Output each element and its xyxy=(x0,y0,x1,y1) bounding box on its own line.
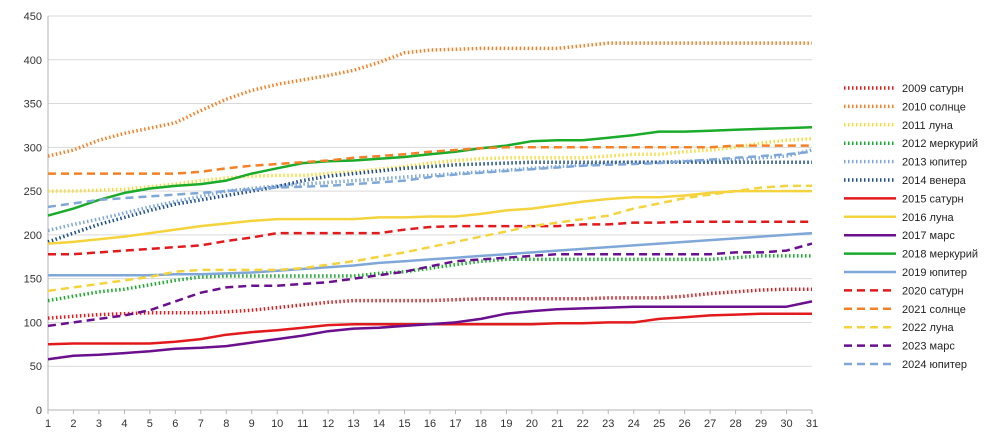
series-line-10 xyxy=(47,125,813,217)
legend-label: 2017 марс xyxy=(902,230,955,242)
series-line-12 xyxy=(48,220,812,256)
x-tick-label: 22 xyxy=(577,418,589,430)
legend-label: 2023 марс xyxy=(902,341,955,353)
y-tick-label: 100 xyxy=(24,317,42,329)
series-line-1 xyxy=(47,287,812,320)
y-tick-label: 50 xyxy=(30,361,42,373)
x-tick-label: 30 xyxy=(780,418,792,430)
series-line-16 xyxy=(47,150,813,209)
x-tick-label: 23 xyxy=(602,418,614,430)
x-tick-label: 16 xyxy=(424,418,436,430)
x-tick-label: 13 xyxy=(347,418,359,430)
x-tick-label: 8 xyxy=(223,418,229,430)
series-line-15 xyxy=(47,242,813,328)
y-tick-label: 350 xyxy=(24,99,42,111)
y-tick-label: 200 xyxy=(24,230,42,242)
x-tick-label: 19 xyxy=(500,418,512,430)
x-tick-label: 21 xyxy=(551,418,563,430)
x-tick-label: 1 xyxy=(45,418,51,430)
x-tick-label: 18 xyxy=(475,418,487,430)
x-tick-label: 6 xyxy=(172,418,178,430)
x-tick-label: 4 xyxy=(121,418,127,430)
x-tick-label: 10 xyxy=(271,418,283,430)
legend-label: 2015 сатурн xyxy=(902,193,964,205)
legend-label: 2014 венера xyxy=(902,175,967,187)
x-tick-label: 15 xyxy=(398,418,410,430)
series-line-4 xyxy=(47,254,812,303)
x-tick-label: 7 xyxy=(198,418,204,430)
legend-label: 2024 юпитер xyxy=(902,359,967,371)
y-tick-label: 0 xyxy=(36,405,42,417)
series-line-11 xyxy=(48,231,813,277)
x-tick-label: 9 xyxy=(249,418,255,430)
legend-label: 2009 сатурн xyxy=(902,83,964,95)
legend-label: 2012 меркурий xyxy=(902,138,978,150)
legend-label: 2020 сатурн xyxy=(902,285,964,297)
legend-label: 2013 юпитер xyxy=(902,157,967,169)
y-tick-label: 450 xyxy=(24,11,42,23)
series-line-2 xyxy=(47,41,812,158)
legend-label: 2022 луна xyxy=(902,322,955,334)
x-tick-label: 3 xyxy=(96,418,102,430)
legend-label: 2011 луна xyxy=(902,120,954,132)
series-line-9 xyxy=(47,300,813,361)
x-tick-label: 24 xyxy=(628,418,640,430)
y-tick-label: 150 xyxy=(24,274,42,286)
legend-label: 2018 меркурий xyxy=(902,249,978,261)
y-tick-labels: 0 50 100 150 200 250 300 350 400 450 xyxy=(24,11,42,417)
x-tick-label: 27 xyxy=(704,418,716,430)
legend-label: 2019 юпитер xyxy=(902,267,967,279)
series-lines xyxy=(47,41,813,361)
x-tick-label: 28 xyxy=(729,418,741,430)
x-tick-label: 26 xyxy=(679,418,691,430)
legend-label: 2016 луна xyxy=(902,212,955,224)
y-tick-label: 250 xyxy=(24,186,42,198)
series-line-13 xyxy=(48,144,812,175)
legend-label: 2021 солнце xyxy=(902,304,966,316)
legend: 2009 сатурн 2010 солнце 2011 луна 2012 мерк… xyxy=(844,83,978,371)
x-tick-label: 25 xyxy=(653,418,665,430)
series-line-14 xyxy=(47,184,812,293)
x-tick-label: 31 xyxy=(806,418,818,430)
axes xyxy=(47,16,813,414)
x-tick-label: 2 xyxy=(70,418,76,430)
x-tick-labels: 1 2 3 4 5 6 7 8 9 10 11 12 13 14 15 16 17 18 19 20 21 22 23 24 2… xyxy=(45,418,818,430)
x-tick-label: 29 xyxy=(755,418,767,430)
x-tick-label: 12 xyxy=(322,418,334,430)
y-tick-label: 400 xyxy=(24,55,42,67)
legend-label: 2010 солнце xyxy=(902,101,966,113)
y-tick-label: 300 xyxy=(24,142,42,154)
x-tick-label: 17 xyxy=(449,418,461,430)
series-line-8 xyxy=(47,189,812,245)
x-tick-label: 20 xyxy=(526,418,538,430)
x-tick-label: 14 xyxy=(373,418,385,430)
x-tick-label: 11 xyxy=(297,418,308,430)
x-tick-label: 5 xyxy=(147,418,153,430)
